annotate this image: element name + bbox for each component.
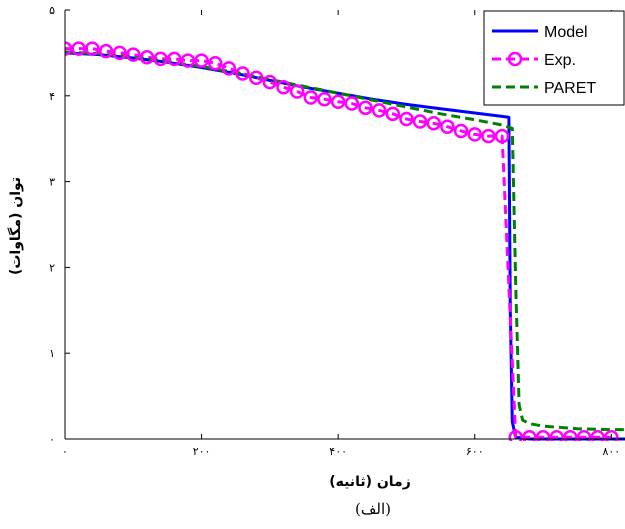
x-tick-label: ۸۰۰ — [602, 445, 620, 458]
data-point — [344, 96, 360, 111]
data-point — [426, 116, 442, 131]
data-point — [317, 91, 332, 107]
data-point — [98, 43, 114, 59]
data-point — [330, 94, 346, 110]
figure-caption: (الف) — [355, 500, 391, 518]
data-point — [235, 66, 250, 81]
data-point — [153, 51, 168, 67]
y-tick-label: ۰ — [49, 433, 55, 446]
legend-marker — [507, 51, 523, 67]
data-point — [303, 90, 319, 105]
data-point — [289, 84, 305, 99]
axes: ۰ ۲۰۰ ۴۰۰ ۶۰۰ ۸۰۰ ۰ ۱ ۲ ۳ ۴ ۵ — [49, 4, 625, 458]
data-point — [65, 41, 73, 56]
data-point — [180, 53, 196, 68]
data-point — [221, 61, 237, 76]
data-point — [535, 430, 551, 441]
data-point — [126, 47, 141, 62]
x-tick-label: ۶۰۰ — [466, 445, 484, 458]
legend: Model Exp. PARET — [483, 10, 625, 106]
data-point — [467, 127, 483, 142]
data-point — [576, 430, 592, 441]
data-point — [508, 430, 523, 441]
data-point — [453, 123, 469, 139]
data-point — [276, 79, 291, 95]
data-point — [412, 114, 428, 129]
data-point — [399, 111, 414, 127]
x-tick-label: ۲۰۰ — [193, 445, 211, 458]
data-point — [371, 103, 387, 118]
legend-label: PARET — [544, 80, 596, 97]
series-line-paret — [65, 50, 625, 432]
y-tick-label: ۲ — [49, 261, 55, 274]
series-line-model — [65, 51, 625, 441]
x-tick-label: ۰ — [62, 445, 68, 458]
y-tick-label: ۵ — [49, 4, 55, 17]
data-point — [262, 74, 278, 90]
data-point — [71, 41, 86, 56]
data-point — [139, 49, 155, 65]
y-tick-label: ۱ — [49, 347, 55, 360]
y-tick-label: ۴ — [49, 90, 55, 103]
legend-label: Model — [544, 24, 588, 41]
data-point — [85, 41, 100, 56]
data-point — [194, 53, 209, 68]
y-tick-label: ۳ — [49, 176, 55, 189]
data-point — [440, 119, 455, 134]
series-line-exp — [65, 47, 612, 439]
data-point — [563, 430, 578, 441]
data-point — [481, 128, 496, 144]
data-point — [590, 430, 605, 441]
data-point — [522, 430, 537, 441]
x-tick-label: ۴۰۰ — [329, 445, 347, 458]
legend-label: Exp. — [544, 52, 576, 69]
y-axis-title: توان (مگاوات) — [7, 177, 24, 275]
data-point — [248, 70, 264, 86]
x-axis-title: زمان (ثانیه) — [329, 474, 411, 490]
data-point — [494, 128, 510, 144]
data-point — [207, 55, 223, 71]
data-point — [549, 430, 564, 441]
data-point — [385, 106, 401, 122]
data-point — [604, 430, 619, 441]
data-point — [358, 100, 373, 116]
data-point — [167, 51, 182, 67]
data-point — [112, 45, 127, 61]
